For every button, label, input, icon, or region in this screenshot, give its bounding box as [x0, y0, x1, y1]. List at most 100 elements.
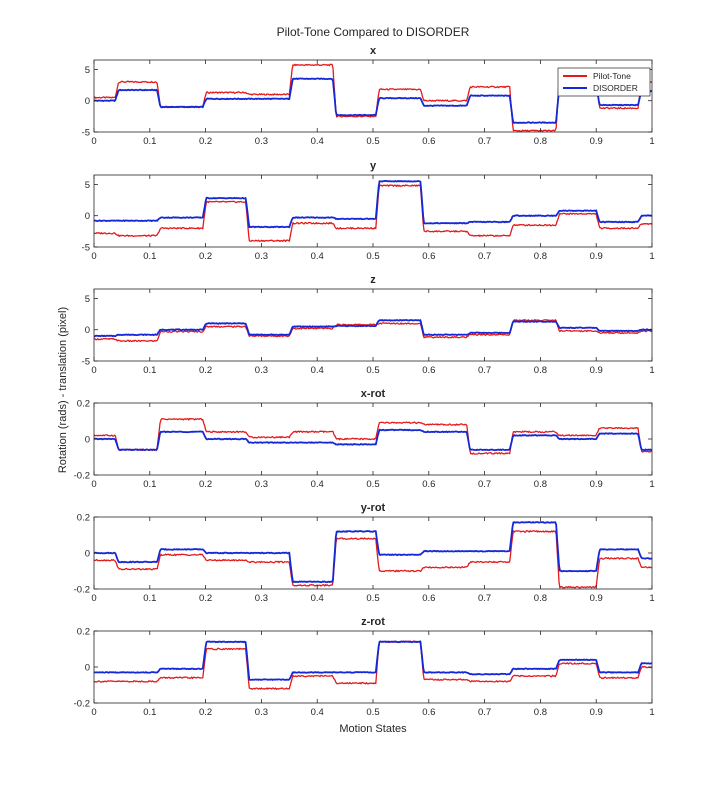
y-tick-label: -0.2: [74, 471, 90, 482]
y-tick-label: 5: [85, 180, 90, 191]
subplot-z: z0 0.1 0.2 0.3 0.4 0.5 0.6 0.7 0.8 0.9 1-505: [82, 274, 655, 376]
y-tick-label: 5: [85, 294, 90, 305]
y-tick-label: 0: [85, 663, 90, 674]
series-line-disorder: [93, 640, 653, 681]
y-tick-label: 0.2: [77, 627, 90, 638]
x-tick-label: 1: [649, 593, 654, 604]
x-tick-label: 0.2: [199, 593, 212, 604]
x-tick-label: 0: [91, 136, 96, 147]
subplot-y: y0 0.1 0.2 0.3 0.4 0.5 0.6 0.7 0.8 0.9 1-505: [82, 160, 655, 262]
x-tick-label: 1: [649, 479, 654, 490]
x-tick-label: 0.1: [143, 136, 156, 147]
x-tick-label: 0.2: [199, 251, 212, 262]
x-tick-label: 0.9: [590, 593, 603, 604]
subplot-title: y: [370, 160, 377, 172]
x-tick-label: 0.7: [478, 365, 491, 376]
x-tick-label: 0.8: [534, 593, 547, 604]
series-line-disorder: [93, 521, 653, 584]
x-tick-label: 0: [91, 593, 96, 604]
y-tick-label: 0: [85, 435, 90, 446]
subplot-title: x: [370, 45, 377, 57]
y-tick-label: -5: [82, 357, 90, 368]
x-tick-label: 0.3: [255, 707, 268, 718]
subplot-title: y-rot: [361, 502, 386, 514]
x-tick-label: 0.1: [143, 593, 156, 604]
x-tick-label: 0.9: [590, 136, 603, 147]
x-tick-label: 0.3: [255, 251, 268, 262]
x-tick-label: 0.1: [143, 365, 156, 376]
y-tick-label: -5: [82, 243, 90, 254]
y-tick-label: 0.2: [77, 399, 90, 410]
series-line-pilot-tone: [93, 319, 653, 343]
x-tick-label: 0.9: [590, 479, 603, 490]
x-tick-label: 0.4: [311, 365, 324, 376]
x-tick-label: 0.5: [366, 707, 379, 718]
series-line-pilot-tone: [93, 184, 653, 243]
x-tick-label: 0.6: [422, 251, 435, 262]
y-tick-label: 5: [85, 65, 90, 76]
x-tick-label: 1: [649, 251, 654, 262]
legend-label: Pilot-Tone: [593, 71, 631, 81]
x-tick-label: 0.8: [534, 479, 547, 490]
x-tick-label: 0.4: [311, 251, 324, 262]
subplot-title: x-rot: [361, 388, 386, 400]
x-tick-label: 1: [649, 365, 654, 376]
x-tick-label: 0.3: [255, 593, 268, 604]
x-tick-label: 0.1: [143, 479, 156, 490]
x-tick-label: 0.6: [422, 593, 435, 604]
x-tick-label: 0.4: [311, 479, 324, 490]
x-tick-label: 0.6: [422, 479, 435, 490]
x-tick-label: 0.1: [143, 251, 156, 262]
x-tick-label: 0.5: [366, 479, 379, 490]
y-tick-label: -0.2: [74, 585, 90, 596]
x-tick-label: 0: [91, 707, 96, 718]
legend-box: [557, 67, 651, 97]
legend: Pilot-Tone DISORDER: [557, 67, 651, 97]
x-axis-label: Motion States: [339, 723, 407, 735]
x-tick-label: 0.9: [590, 707, 603, 718]
x-tick-label: 1: [649, 136, 654, 147]
x-tick-label: 0.6: [422, 136, 435, 147]
x-tick-label: 0.3: [255, 365, 268, 376]
x-tick-label: 0.9: [590, 251, 603, 262]
x-tick-label: 1: [649, 707, 654, 718]
x-tick-label: 0.2: [199, 365, 212, 376]
x-tick-label: 0: [91, 251, 96, 262]
y-tick-label: -0.2: [74, 699, 90, 710]
x-tick-label: 0.7: [478, 251, 491, 262]
x-tick-label: 0.2: [199, 707, 212, 718]
x-tick-label: 0.4: [311, 593, 324, 604]
figure-title: Pilot-Tone Compared to DISORDER: [277, 25, 470, 39]
series-line-disorder: [93, 180, 653, 229]
y-tick-label: 0: [85, 96, 90, 107]
x-tick-label: 0.5: [366, 365, 379, 376]
x-tick-label: 0.1: [143, 707, 156, 718]
x-tick-label: 0.5: [366, 593, 379, 604]
subplot-title: z-rot: [361, 616, 385, 628]
x-tick-label: 0.7: [478, 479, 491, 490]
series-line-pilot-tone: [93, 640, 653, 690]
y-tick-label: 0.2: [77, 513, 90, 524]
y-tick-label: 0: [85, 211, 90, 222]
subplot-title: z: [370, 274, 376, 286]
x-tick-label: 0: [91, 479, 96, 490]
x-tick-label: 0.3: [255, 136, 268, 147]
x-tick-label: 0.5: [366, 136, 379, 147]
x-tick-label: 0.7: [478, 707, 491, 718]
y-axis-label: Rotation (rads) - translation (pixel): [57, 307, 69, 473]
x-tick-label: 0.8: [534, 707, 547, 718]
x-tick-label: 0.7: [478, 136, 491, 147]
x-tick-label: 0.8: [534, 251, 547, 262]
x-tick-label: 0: [91, 365, 96, 376]
series-line-pilot-tone: [93, 530, 653, 589]
series-line-disorder: [94, 319, 653, 338]
y-tick-label: 0: [85, 549, 90, 560]
x-tick-label: 0.2: [199, 479, 212, 490]
x-tick-label: 0.2: [199, 136, 212, 147]
x-tick-label: 0.7: [478, 593, 491, 604]
x-tick-label: 0.4: [311, 136, 324, 147]
